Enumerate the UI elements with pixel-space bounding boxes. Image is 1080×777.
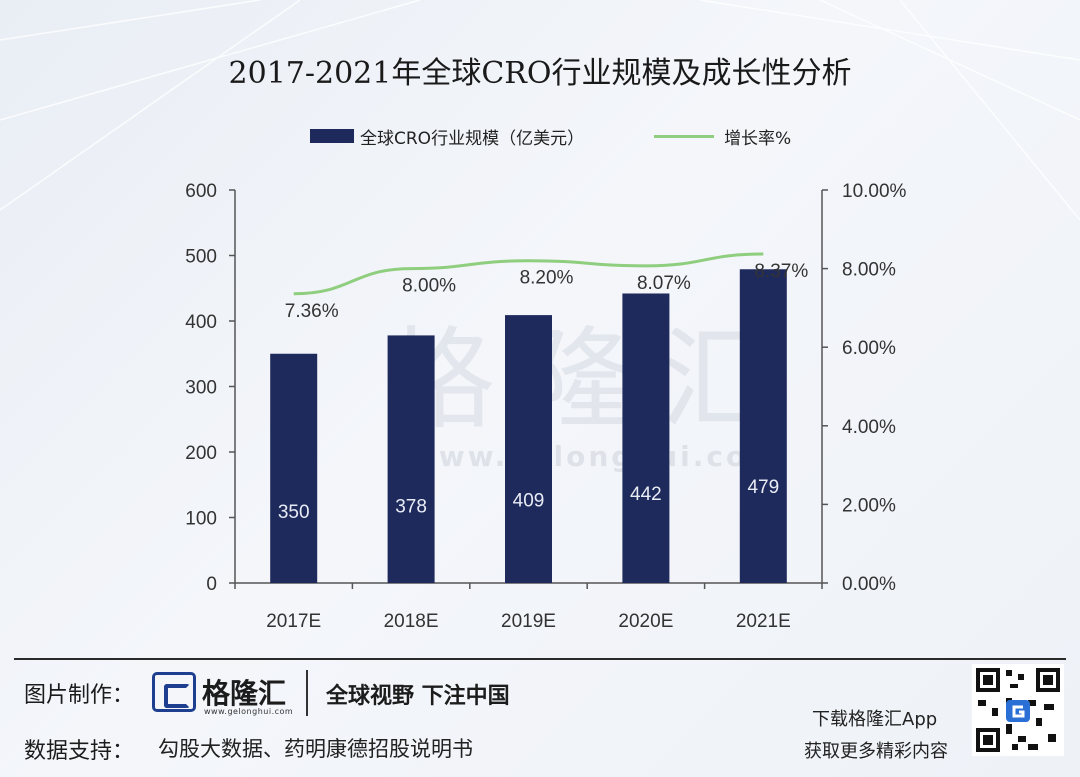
bar-value-label: 350 xyxy=(278,502,310,523)
x-tick-label: 2017E xyxy=(266,611,321,632)
y-left-tick-label: 100 xyxy=(185,509,217,530)
bar-value-label: 409 xyxy=(513,491,545,512)
x-tick-label: 2021E xyxy=(736,611,791,632)
footer-separator xyxy=(306,670,308,716)
legend-bar-label: 全球CRO行业规模（亿美元） xyxy=(360,128,585,149)
x-tick-label: 2018E xyxy=(384,611,439,632)
y-right-tick-label: 0.00% xyxy=(842,574,896,595)
legend-line-label: 增长率% xyxy=(724,128,792,149)
y-left-tick-label: 500 xyxy=(185,247,217,268)
footer-divider xyxy=(14,658,1066,660)
y-left-tick-label: 300 xyxy=(185,378,217,399)
growth-rate-line xyxy=(293,252,764,296)
growth-rate-label: 7.36% xyxy=(285,301,339,322)
legend-bar-swatch xyxy=(310,129,354,143)
y-right-tick-label: 4.00% xyxy=(842,417,896,438)
bar-value-label: 442 xyxy=(630,484,662,505)
gelonghui-logo-icon xyxy=(152,672,196,712)
bar-value-label: 479 xyxy=(747,477,779,498)
growth-rate-label: 8.07% xyxy=(637,273,691,294)
logo-url: www.gelonghui.com xyxy=(204,707,294,716)
y-right-tick-label: 2.00% xyxy=(842,495,896,516)
x-tick-label: 2020E xyxy=(618,611,673,632)
growth-rate-label: 8.20% xyxy=(520,268,574,289)
y-right-tick-label: 8.00% xyxy=(842,260,896,281)
slogan: 全球视野 下注中国 xyxy=(326,684,510,709)
app-promo-text: 获取更多精彩内容 xyxy=(804,741,948,762)
bar xyxy=(270,353,318,583)
bar xyxy=(505,315,552,583)
y-left-tick-label: 600 xyxy=(185,181,217,202)
y-left-tick-label: 200 xyxy=(185,443,217,464)
qr-code-icon[interactable] xyxy=(972,664,1064,756)
chart: 0 100 200 300 400 500 600 0.00% 2.00% 4.00% 6.00% 8… xyxy=(185,181,907,632)
data-source: 勾股大数据、药明康德招股说明书 xyxy=(158,737,473,761)
y-right-tick-label: 10.00% xyxy=(842,181,907,202)
bar-value-label: 378 xyxy=(395,497,427,518)
bar xyxy=(739,269,787,583)
legend-line-swatch xyxy=(654,134,715,138)
growth-rate-label: 8.37% xyxy=(754,261,808,282)
credit-label: 图片制作： xyxy=(24,683,135,708)
chart-title: 2017-2021年全球CRO行业规模及成长性分析 xyxy=(228,56,852,91)
growth-rate-label: 8.00% xyxy=(402,276,456,297)
logo-name: 格隆汇 xyxy=(202,677,287,710)
data-source-label: 数据支持： xyxy=(24,739,135,764)
y-left-tick-label: 0 xyxy=(206,574,217,595)
bar xyxy=(387,335,435,583)
y-right-tick-label: 6.00% xyxy=(842,338,896,359)
app-download-text: 下载格隆汇App xyxy=(812,709,938,730)
legend: 全球CRO行业规模（亿美元） 增长率% xyxy=(310,124,792,149)
y-left-tick-label: 400 xyxy=(185,312,217,333)
x-tick-label: 2019E xyxy=(501,611,556,632)
bar xyxy=(622,293,670,583)
